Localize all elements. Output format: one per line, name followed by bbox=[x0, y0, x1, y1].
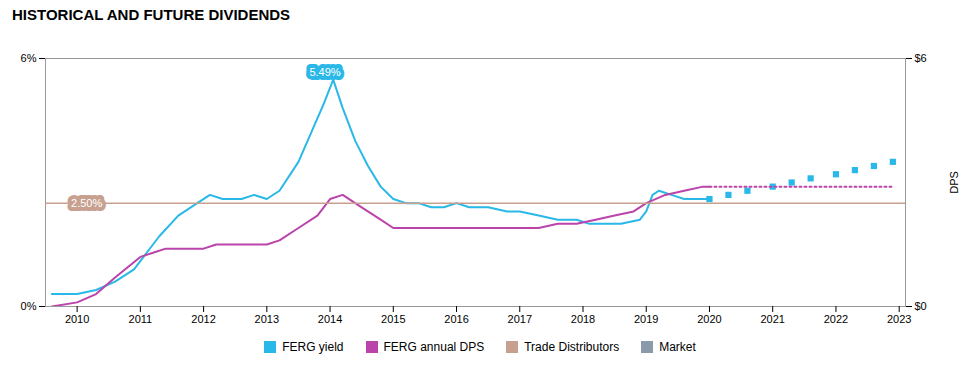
html-text:Market: Market bbox=[659, 340, 696, 354]
svg-text:2023: 2023 bbox=[887, 313, 911, 325]
svg-text:$0: $0 bbox=[915, 300, 927, 312]
svg-text:2010: 2010 bbox=[65, 313, 89, 325]
svg-text:2018: 2018 bbox=[571, 313, 595, 325]
svg-text:2017: 2017 bbox=[508, 313, 532, 325]
svg-text:2011: 2011 bbox=[129, 313, 153, 325]
svg-text:5.49%: 5.49% bbox=[309, 66, 340, 78]
svg-text:2013: 2013 bbox=[255, 313, 279, 325]
svg-text:2.50%: 2.50% bbox=[71, 197, 102, 209]
svg-text:2015: 2015 bbox=[381, 313, 405, 325]
svg-text:2022: 2022 bbox=[824, 313, 848, 325]
svg-text:2016: 2016 bbox=[444, 313, 468, 325]
svg-text:2012: 2012 bbox=[191, 313, 215, 325]
html-text:HISTORICAL AND FUTURE DIVIDEND: HISTORICAL AND FUTURE DIVIDENDS bbox=[12, 6, 291, 23]
svg-text:0%: 0% bbox=[21, 300, 37, 312]
svg-text:2019: 2019 bbox=[634, 313, 658, 325]
html-text:Trade Distributors: Trade Distributors bbox=[524, 340, 620, 354]
svg-text:2014: 2014 bbox=[318, 313, 342, 325]
svg-text:6%: 6% bbox=[21, 52, 37, 64]
svg-text:2021: 2021 bbox=[760, 313, 784, 325]
html-text:FERG annual DPS: FERG annual DPS bbox=[383, 340, 485, 354]
html-text:FERG yield: FERG yield bbox=[282, 340, 344, 354]
svg-text:2020: 2020 bbox=[697, 313, 721, 325]
svg-text:$6: $6 bbox=[915, 52, 927, 64]
svg-text:DPS: DPS bbox=[948, 171, 960, 194]
